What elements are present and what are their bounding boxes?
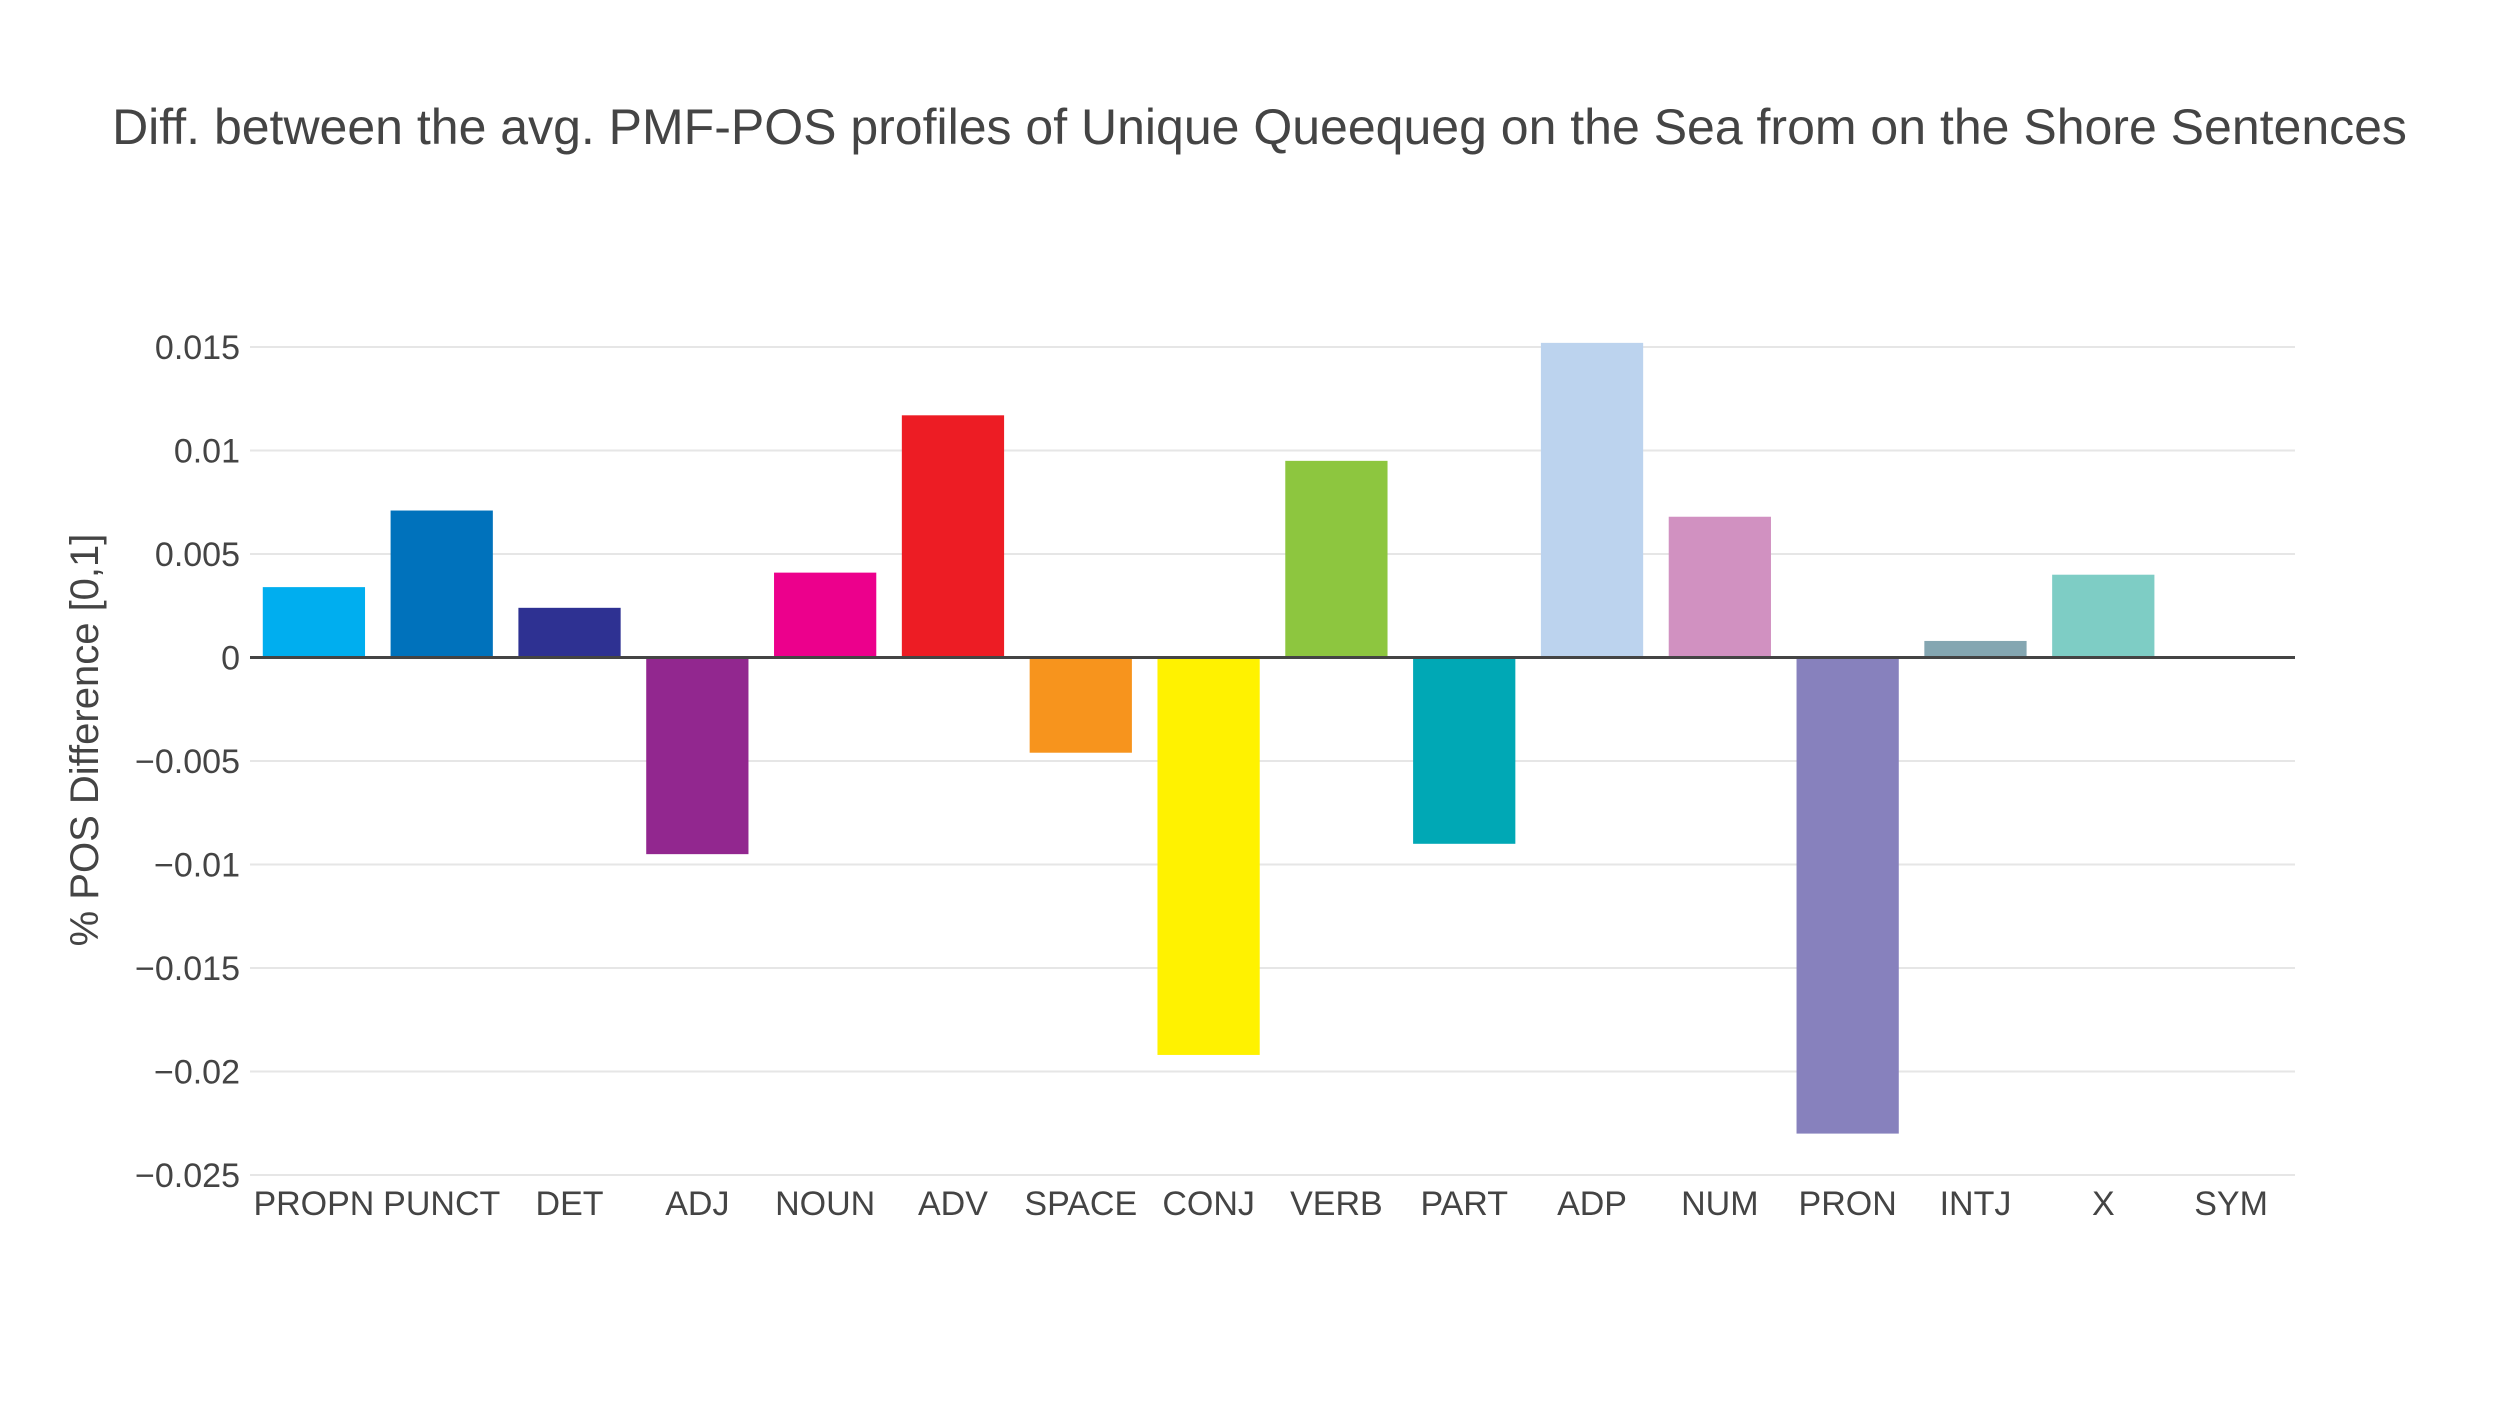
x-tick-label: ADP [1557, 1185, 1627, 1223]
bar-verb [1285, 460, 1388, 658]
x-tick-label: NUM [1681, 1185, 1758, 1223]
bar-punct [390, 510, 493, 658]
bar-noun [774, 572, 877, 658]
bar-pron [1796, 657, 1899, 1134]
bar-num [1668, 516, 1771, 658]
x-tick-labels: PROPN PUNCT DET ADJ NOUN ADV SPACE CONJ VERB PART… [253, 1185, 2267, 1223]
gridlines [250, 346, 2295, 1176]
x-tick-label: INTJ [1940, 1185, 2012, 1223]
bar-det [518, 607, 621, 658]
bar-x [2052, 574, 2155, 658]
x-tick-label: DET [536, 1185, 604, 1223]
bar-intj [1924, 640, 2027, 658]
x-tick-label: X [2092, 1185, 2115, 1223]
y-tick-labels: 0.015 0.01 0.005 0 −0.005 −0.01 −0.015 −0.02 −0.… [135, 329, 240, 1195]
y-tick-label: 0.01 [174, 433, 240, 471]
y-tick-label: −0.02 [154, 1054, 240, 1092]
x-tick-label: ADJ [665, 1185, 729, 1223]
bar-adp [1540, 342, 1644, 658]
bar-part [1413, 657, 1516, 844]
y-tick-label: −0.005 [135, 743, 240, 781]
bar-space [1029, 657, 1132, 753]
y-tick-label: 0.015 [155, 329, 240, 367]
chart-title: Diff. between the avg. PMF-POS profiles … [112, 99, 2407, 155]
x-tick-label: NOUN [775, 1185, 875, 1223]
y-tick-label: −0.025 [135, 1157, 240, 1195]
y-axis-title: % POS Difference [0,1] [63, 534, 107, 947]
x-tick-label: PART [1420, 1185, 1508, 1223]
bar-adv [901, 415, 1005, 658]
y-tick-label: 0.005 [155, 536, 240, 574]
bar-adj [646, 657, 749, 855]
x-tick-label: PUNCT [383, 1185, 500, 1223]
y-tick-label: −0.01 [154, 847, 240, 885]
y-tick-label: 0 [221, 640, 240, 678]
bar-propn [262, 587, 366, 658]
x-tick-label: VERB [1290, 1185, 1383, 1223]
x-tick-label: SPACE [1024, 1185, 1137, 1223]
x-tick-label: CONJ [1162, 1185, 1255, 1223]
y-tick-label: −0.015 [135, 950, 240, 988]
x-tick-label: PRON [1799, 1185, 1897, 1223]
x-tick-label: SYM [2194, 1185, 2268, 1223]
bars [262, 342, 2155, 1134]
bar-conj [1157, 657, 1260, 1055]
x-tick-label: PROPN [253, 1185, 374, 1223]
x-tick-label: ADV [918, 1185, 988, 1223]
